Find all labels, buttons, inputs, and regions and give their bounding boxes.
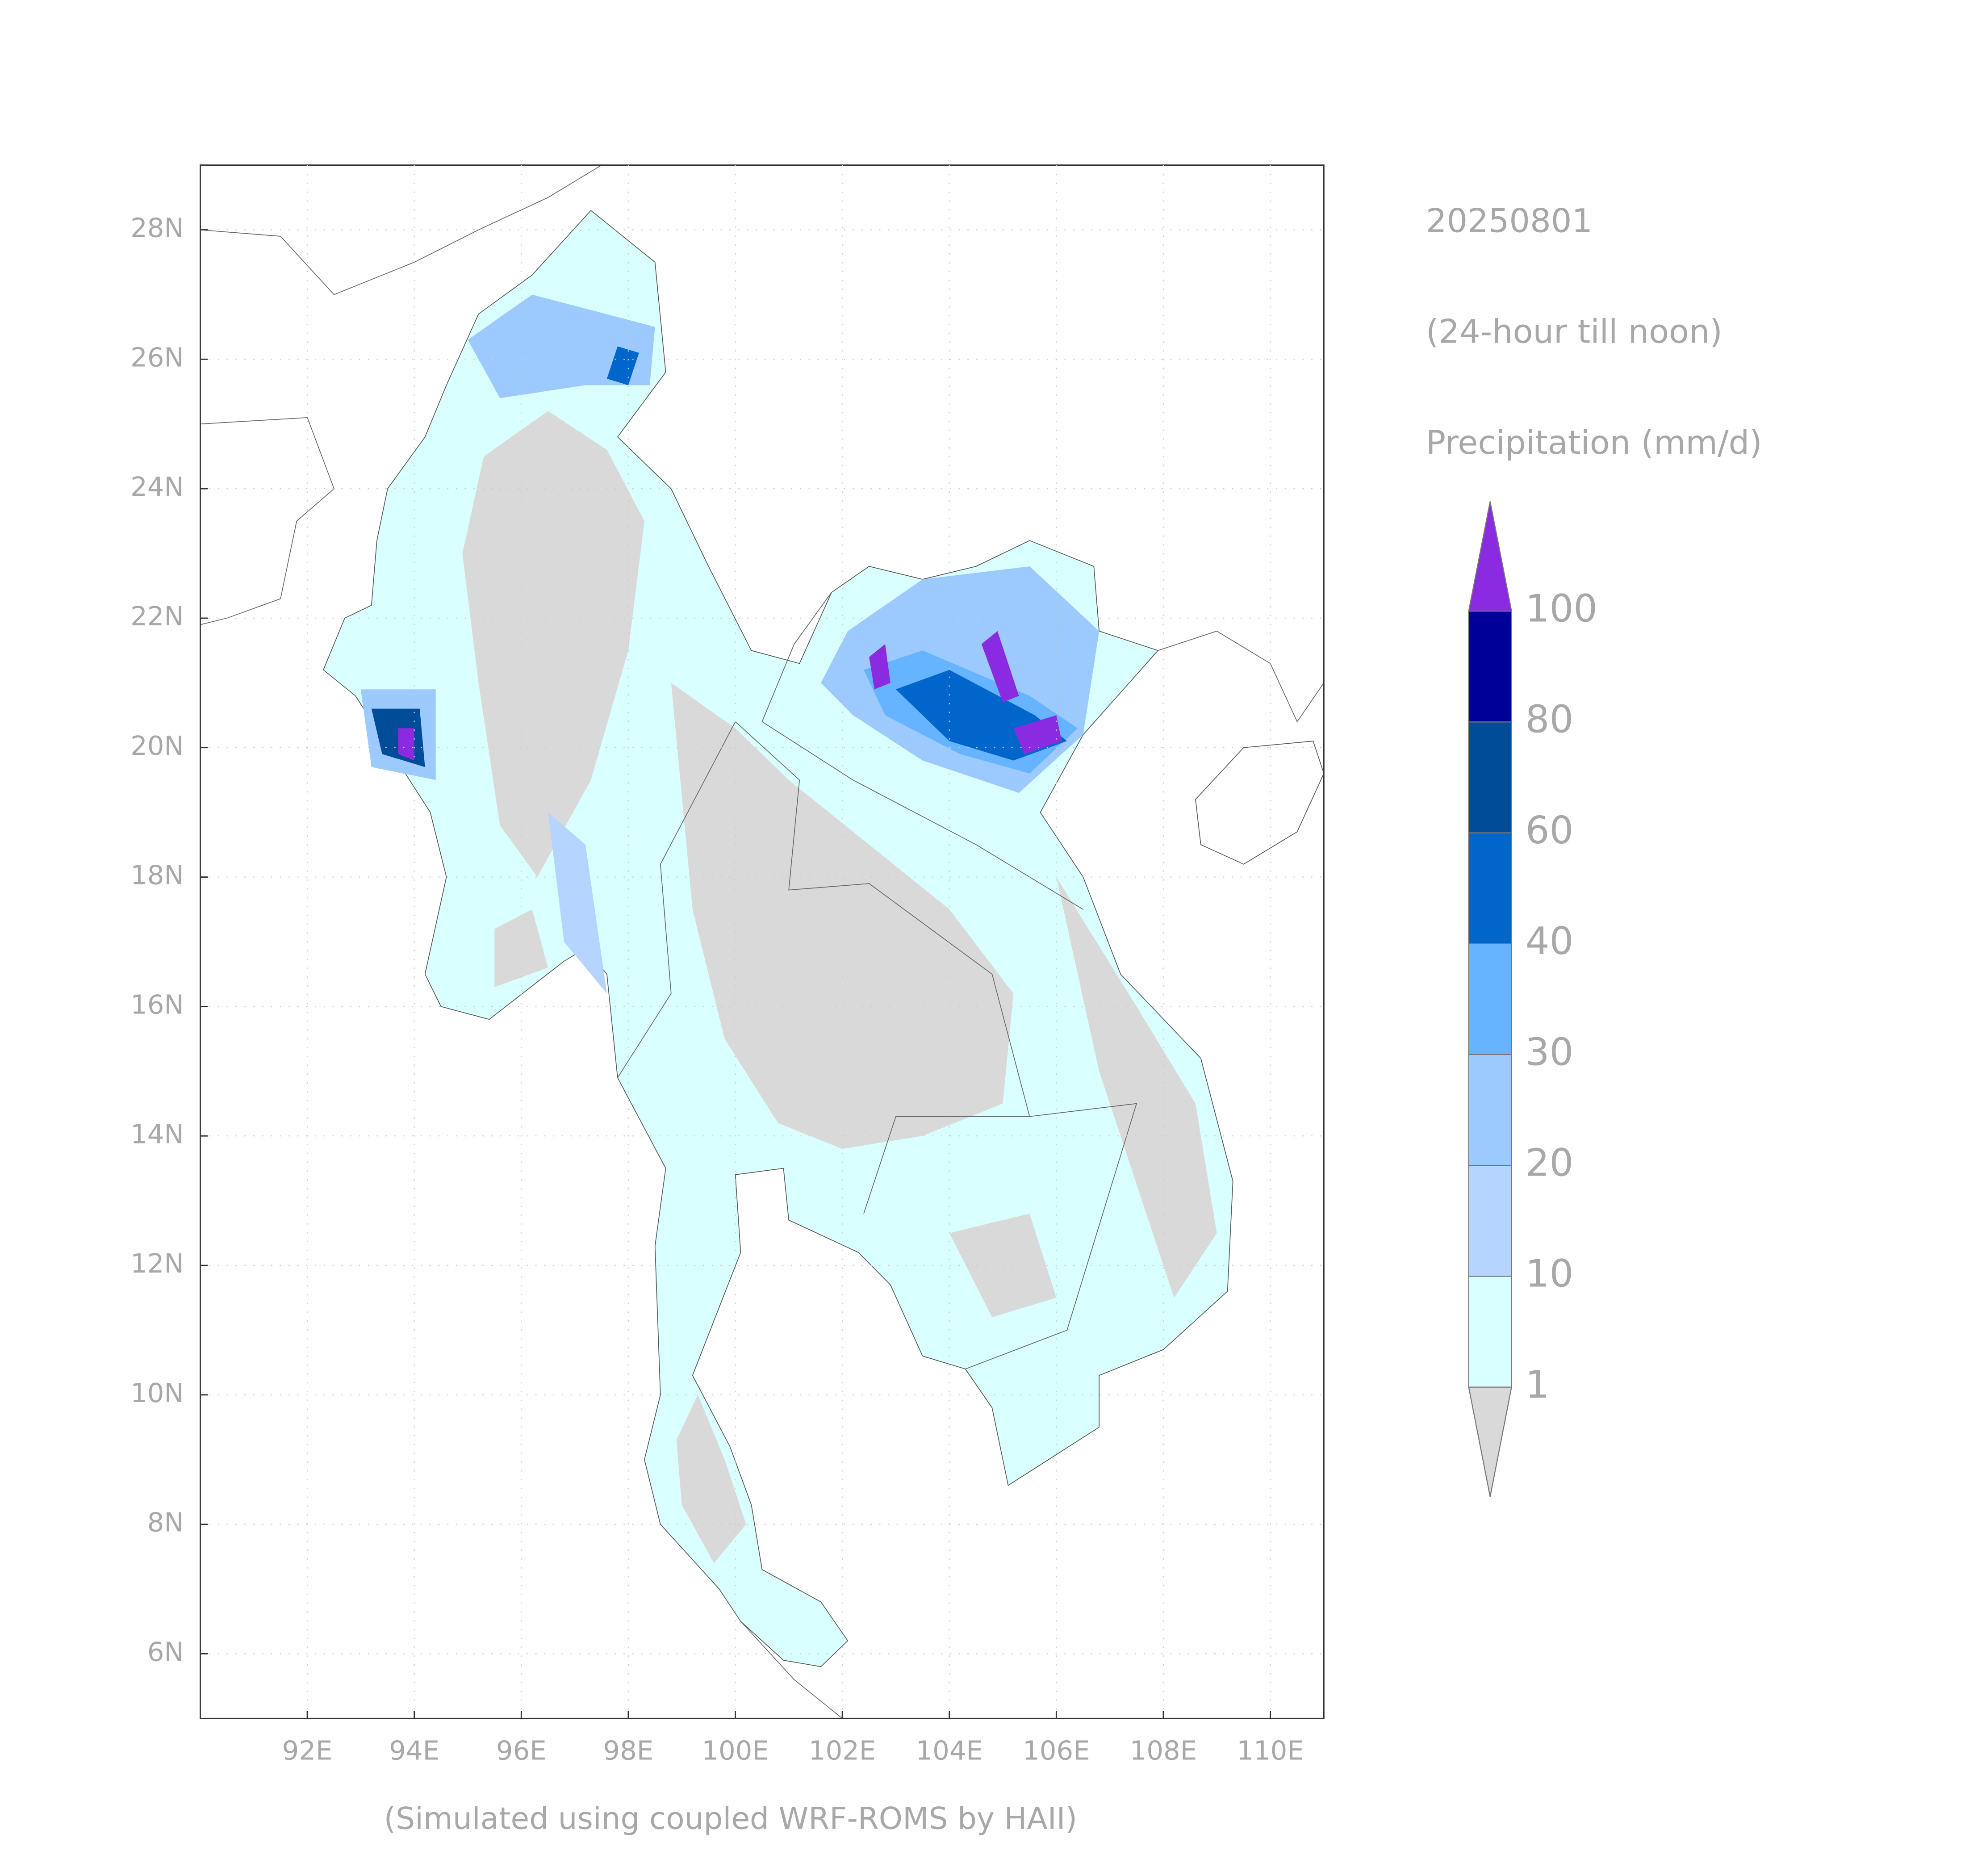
precip-area	[398, 728, 414, 761]
border-line	[965, 1103, 1137, 1369]
precip-area	[468, 294, 655, 398]
precip-area	[1013, 715, 1062, 754]
x-tick-label: 100E	[702, 1735, 769, 1766]
colorbar-box	[1468, 1276, 1512, 1388]
colorbar-box	[1468, 610, 1512, 723]
colorbar-label: 20	[1526, 1141, 1574, 1185]
date-title: 20250801	[1426, 202, 1593, 240]
x-tick-label: 108E	[1130, 1735, 1197, 1766]
variable-label: Precipitation (mm/d)	[1426, 424, 1762, 462]
y-tick-label: 16N	[130, 989, 184, 1020]
border-line	[761, 592, 1083, 910]
x-tick-label: 110E	[1237, 1735, 1304, 1766]
colorbar-label: 100	[1526, 586, 1597, 630]
border-line	[740, 1621, 843, 1719]
y-tick-label: 26N	[130, 342, 184, 373]
colorbar-label: 40	[1526, 919, 1574, 963]
x-tick-label: 104E	[916, 1735, 983, 1766]
y-tick-label: 28N	[130, 213, 184, 243]
map-layer	[200, 164, 1325, 1719]
y-tick-label: 24N	[130, 471, 184, 502]
y-tick-label: 10N	[130, 1378, 184, 1408]
colorbar-label: 80	[1526, 697, 1574, 741]
colorbar-box	[1468, 832, 1512, 944]
period-subtitle: (24-hour till noon)	[1426, 313, 1723, 351]
x-tick-label: 102E	[809, 1735, 876, 1766]
y-tick-label: 14N	[130, 1118, 184, 1149]
y-tick-label: 6N	[147, 1637, 184, 1667]
map-frame	[200, 164, 1325, 1719]
caption: (Simulated using coupled WRF-ROMS by HAI…	[384, 1801, 1077, 1836]
precip-area	[548, 812, 607, 994]
y-tick-label: 20N	[130, 730, 184, 761]
colorbar-box	[1468, 1054, 1512, 1166]
colorbar-box	[1468, 721, 1512, 833]
y-tick-label: 22N	[130, 601, 184, 632]
colorbar-label: 30	[1526, 1030, 1574, 1074]
dry-area	[1056, 877, 1217, 1298]
x-tick-label: 92E	[282, 1735, 333, 1766]
island-outline	[1195, 741, 1325, 865]
precip-area	[869, 644, 891, 690]
colorbar-upper-triangle	[1468, 501, 1512, 612]
dry-area	[462, 411, 644, 877]
y-tick-label: 18N	[130, 860, 184, 891]
precip-area	[606, 346, 639, 385]
x-tick-label: 106E	[1023, 1735, 1090, 1766]
x-tick-label: 94E	[389, 1735, 439, 1766]
dry-area	[494, 909, 548, 987]
colorbar-label: 60	[1526, 808, 1574, 852]
x-tick-label: 98E	[603, 1735, 654, 1766]
colorbar-label: 1	[1526, 1362, 1550, 1407]
colorbar-box	[1468, 943, 1512, 1055]
y-tick-label: 12N	[130, 1248, 184, 1279]
precip-area	[981, 631, 1019, 703]
dry-area	[676, 1394, 746, 1563]
colorbar-box	[1468, 1164, 1512, 1277]
x-tick-label: 96E	[496, 1735, 547, 1766]
border-line	[1158, 630, 1325, 723]
border-line	[617, 721, 1030, 1214]
y-tick-label: 8N	[147, 1507, 184, 1538]
colorbar-label: 10	[1526, 1252, 1574, 1296]
